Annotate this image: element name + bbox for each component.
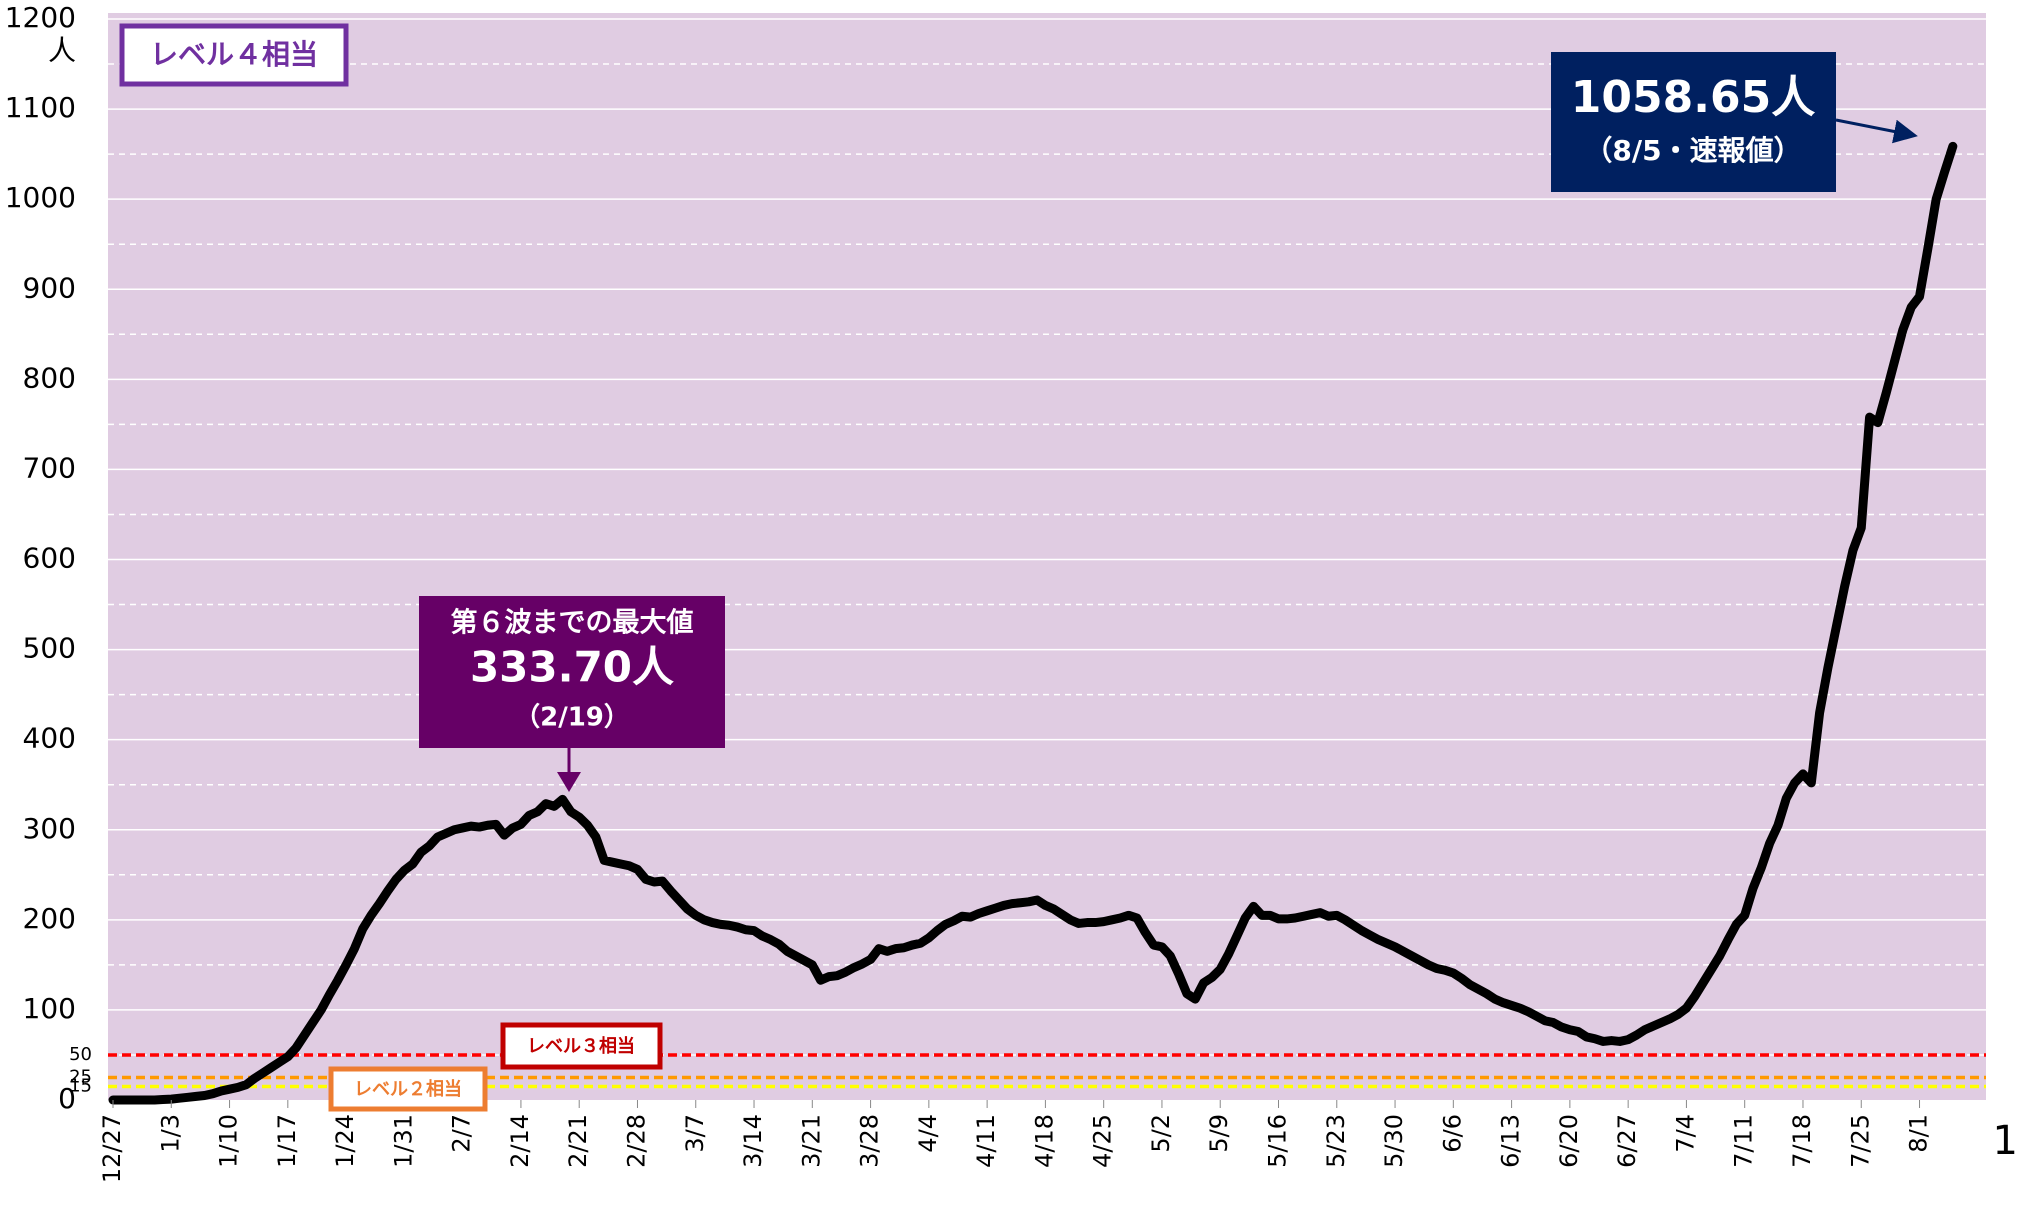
data-line	[108, 141, 1958, 1105]
peak-callout	[419, 596, 725, 748]
x-tick-label: 12/27	[98, 1114, 126, 1183]
level2-box	[328, 1066, 488, 1112]
x-tick-label: 7/25	[1846, 1114, 1874, 1168]
y-tick-label: 600	[23, 542, 76, 575]
y-tick-label: 800	[23, 361, 76, 394]
x-tick-label: 5/2	[1147, 1114, 1175, 1153]
level3-box	[500, 1022, 663, 1070]
y-tick-label: 1000	[5, 181, 76, 214]
peak-date: （2/19）	[514, 703, 630, 733]
latest-callout	[1551, 52, 1836, 192]
x-tick-label: 7/11	[1730, 1114, 1758, 1168]
threshold-tick-label: 15	[69, 1075, 92, 1096]
y-tick-label: 700	[23, 451, 76, 484]
x-tick-label: 6/6	[1438, 1114, 1466, 1153]
x-tick-label: 1/24	[331, 1114, 359, 1168]
x-tick-label: 4/11	[972, 1114, 1000, 1168]
x-tick-label: 5/30	[1380, 1114, 1408, 1168]
y-tick-label: 500	[23, 632, 76, 665]
y-tick-label: 100	[23, 992, 76, 1025]
x-tick-label: 6/20	[1555, 1114, 1583, 1168]
x-tick-label: 4/18	[1030, 1114, 1058, 1168]
level4-label: レベル４相当	[150, 38, 318, 71]
latest-date: （8/5・速報値）	[1584, 134, 1801, 167]
x-tick-label: 5/9	[1205, 1114, 1233, 1153]
page-number: 1	[1993, 1118, 2018, 1164]
x-tick-label: 2/28	[622, 1114, 650, 1168]
x-tick-label: 2/21	[564, 1114, 592, 1168]
x-tick-label: 8/1	[1905, 1114, 1933, 1153]
x-tick-label: 4/4	[914, 1114, 942, 1153]
y-tick-label: 400	[23, 722, 76, 755]
y-unit: 人	[48, 34, 76, 67]
peak-arrow-head	[557, 772, 581, 792]
y-tick-label: 1100	[5, 91, 76, 124]
peak-title: 第６波までの最大値	[451, 607, 694, 639]
x-tick-label: 3/14	[739, 1114, 767, 1168]
level3-label: レベル３相当	[527, 1035, 635, 1057]
x-tick-label: 5/23	[1322, 1114, 1350, 1168]
x-tick-label: 4/25	[1089, 1114, 1117, 1168]
level4-box	[119, 23, 349, 87]
level2-label: レベル２相当	[354, 1078, 462, 1100]
threshold-tick-label: 25	[69, 1066, 92, 1087]
x-tick-label: 7/18	[1788, 1114, 1816, 1168]
x-tick-label: 1/3	[156, 1114, 184, 1153]
x-tick-label: 3/21	[797, 1114, 825, 1168]
y-tick-label: 1200	[5, 1, 76, 34]
plot-area	[108, 13, 1986, 1100]
y-tick-label: 900	[23, 271, 76, 304]
x-tick-label: 6/27	[1613, 1114, 1641, 1168]
peak-value: 333.70人	[470, 643, 674, 692]
x-tick-label: 3/28	[856, 1114, 884, 1168]
x-tick-label: 2/14	[506, 1114, 534, 1168]
x-tick-label: 3/7	[681, 1114, 709, 1153]
x-tick-label: 7/4	[1671, 1114, 1699, 1153]
x-tick-label: 6/13	[1497, 1114, 1525, 1168]
x-tick-label: 2/7	[448, 1114, 476, 1153]
latest-arrow	[1835, 118, 1918, 144]
y-tick-label: 200	[23, 902, 76, 935]
latest-value: 1058.65人	[1571, 72, 1815, 123]
y-tick-label: 0	[58, 1082, 76, 1115]
x-tick-label: 1/31	[389, 1114, 417, 1168]
x-tick-label: 1/10	[215, 1114, 243, 1168]
y-tick-label: 300	[23, 812, 76, 845]
x-tick-label: 5/16	[1264, 1114, 1292, 1168]
threshold-tick-label: 50	[69, 1044, 92, 1065]
x-tick-label: 1/17	[273, 1114, 301, 1168]
